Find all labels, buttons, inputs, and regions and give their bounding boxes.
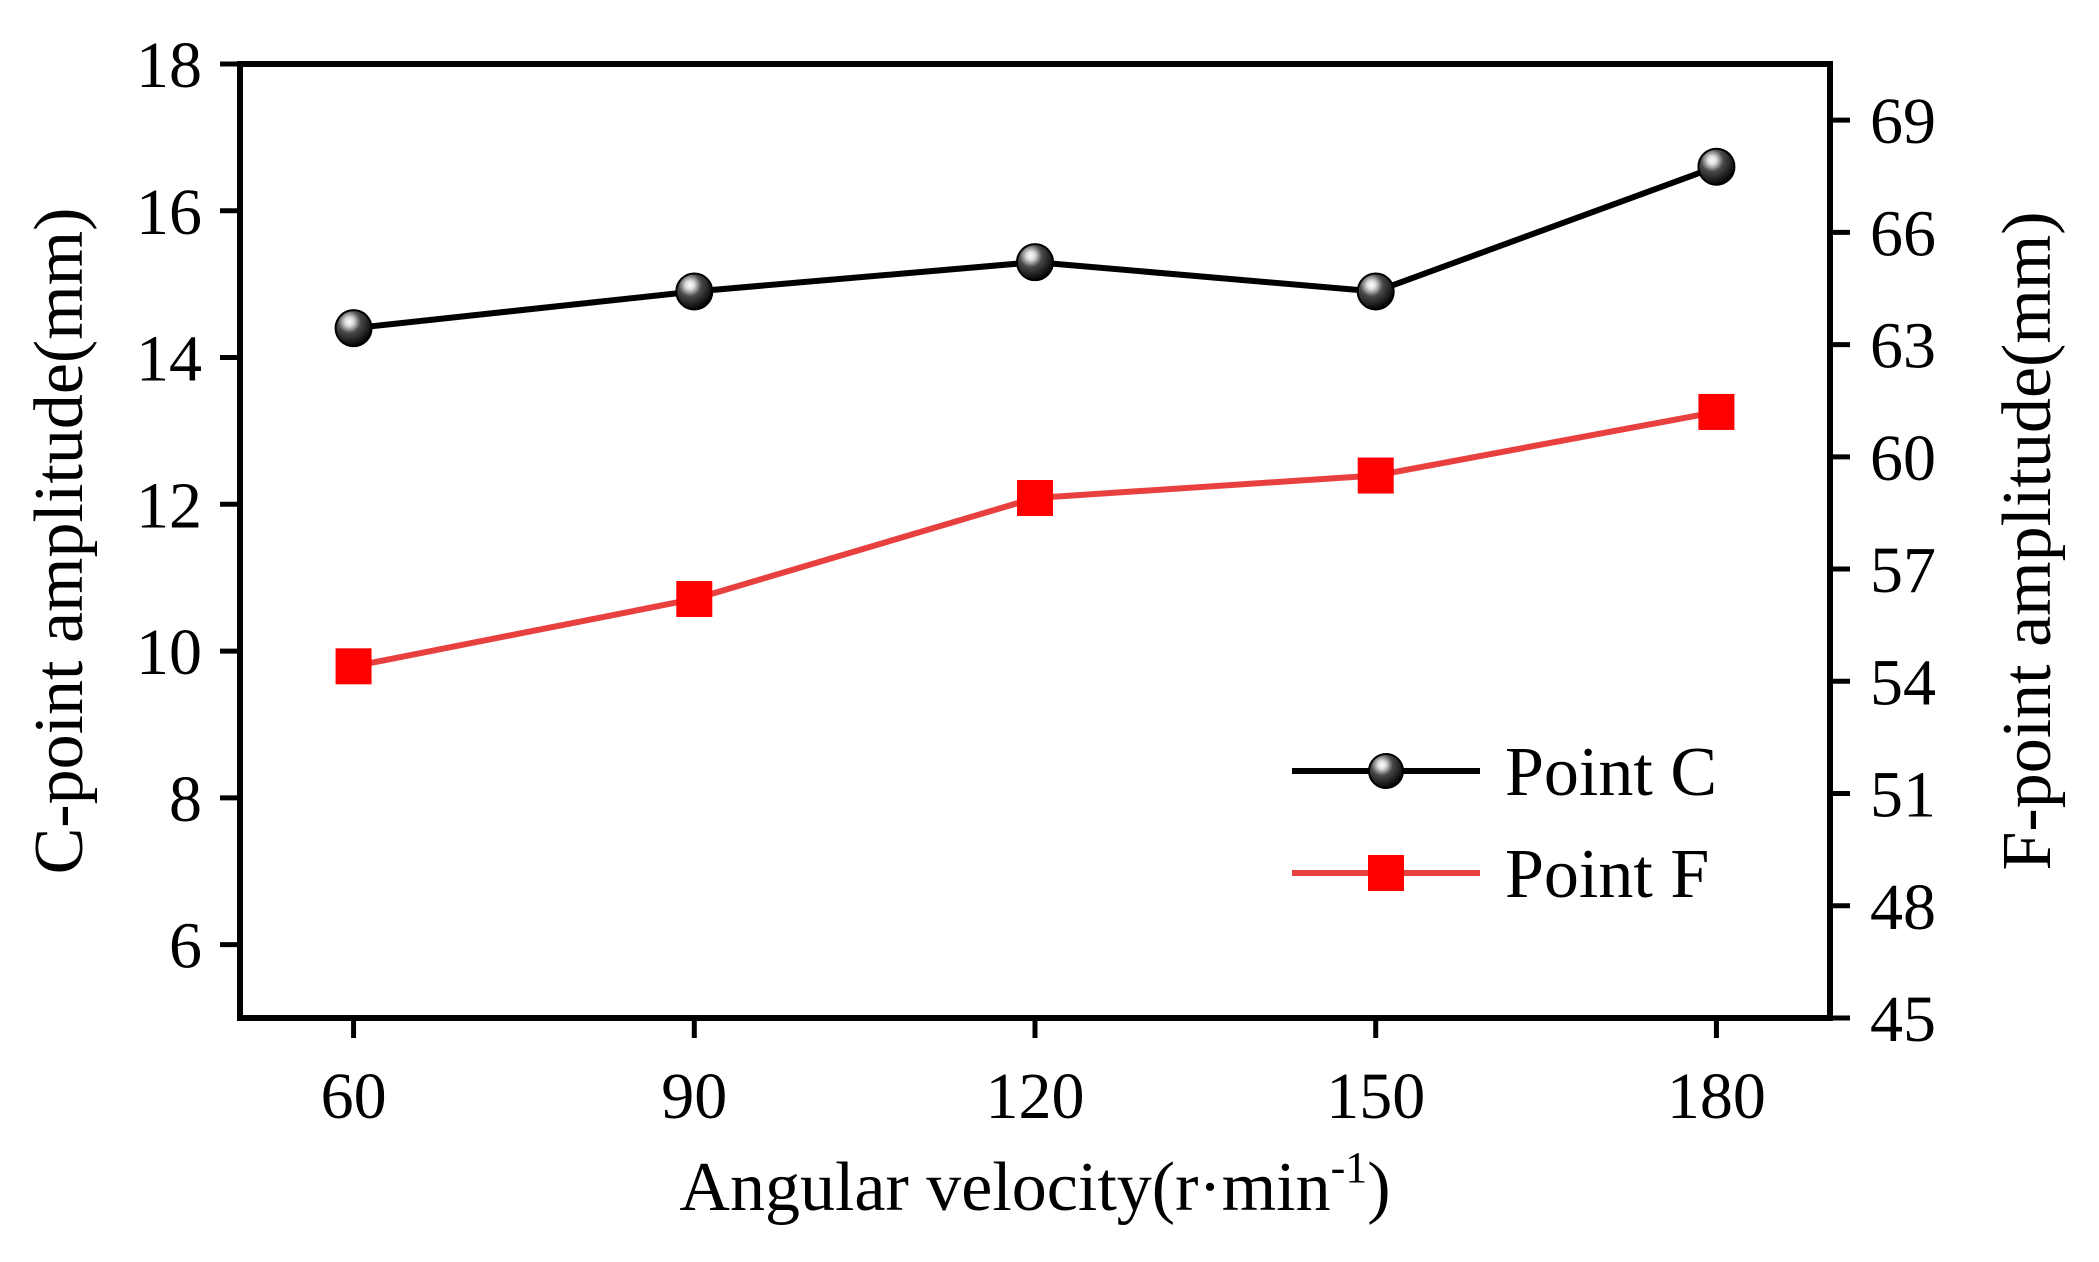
- y-left-tick-label: 14: [136, 323, 202, 396]
- y-left-tick-label: 12: [136, 469, 202, 542]
- data-point-point-f: [676, 580, 713, 617]
- y-right-tick-label: 69: [1870, 85, 1936, 158]
- y-right-tick-label: 57: [1870, 534, 1936, 607]
- data-point-point-f: [1017, 479, 1053, 516]
- legend-marker-point-c: [1368, 753, 1404, 789]
- legend-label-point-f: Point F: [1505, 836, 1709, 913]
- y-right-axis-title: F-point amplitude(mm): [1989, 211, 2066, 870]
- data-point-point-f: [1357, 457, 1394, 494]
- legend-label-point-c: Point C: [1505, 734, 1717, 811]
- data-point-point-c: [675, 272, 714, 311]
- data-point-point-c: [1016, 243, 1054, 282]
- y-left-tick-label: 16: [136, 176, 202, 249]
- x-tick-label: 180: [1667, 1060, 1766, 1133]
- x-tick-label: 120: [986, 1060, 1085, 1133]
- x-tick-label: 60: [321, 1060, 387, 1133]
- legend: Point C Point F: [1292, 734, 1717, 913]
- y-right-tick-label: 48: [1870, 871, 1936, 944]
- y-right-tick-label: 54: [1870, 646, 1936, 719]
- y-left-tick-label: 10: [136, 616, 202, 689]
- y-right-tick-label: 60: [1870, 422, 1936, 495]
- y-right-tick-label: 66: [1870, 197, 1936, 270]
- data-point-point-c: [1356, 272, 1395, 311]
- series-line-point-f: [352, 408, 1717, 670]
- y-left-axis-title: C-point amplitude(mm): [21, 208, 98, 875]
- x-tick-label: 90: [661, 1060, 727, 1133]
- y-left-tick-label: 18: [136, 29, 202, 102]
- y-right-tick-label: 45: [1870, 983, 1936, 1056]
- x-tick-label: 150: [1326, 1060, 1425, 1133]
- y-left-tick-label: 6: [169, 910, 202, 983]
- data-point-point-c: [1697, 147, 1736, 186]
- series-layer: [334, 147, 1736, 685]
- data-point-point-f: [335, 648, 372, 685]
- y-right-tick-label: 51: [1870, 759, 1936, 832]
- axes-layer: 60 90 120 150 180 6 8 10 12 14 16 18 45 48 51 54 57 60 63 6…: [21, 29, 2066, 1226]
- data-point-point-c: [334, 309, 373, 348]
- y-right-tick-label: 63: [1870, 310, 1936, 383]
- y-left-tick-label: 8: [169, 763, 202, 836]
- data-point-point-f: [1698, 393, 1735, 430]
- x-axis-title: Angular velocity(r·min-1): [679, 1143, 1390, 1226]
- legend-marker-point-f: [1368, 855, 1404, 891]
